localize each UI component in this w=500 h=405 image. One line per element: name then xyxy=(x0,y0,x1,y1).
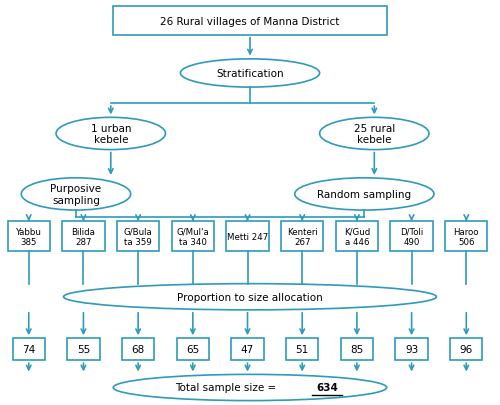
FancyBboxPatch shape xyxy=(12,338,45,360)
Text: 74: 74 xyxy=(22,344,36,354)
Text: 25 rural
kebele: 25 rural kebele xyxy=(354,124,395,145)
FancyBboxPatch shape xyxy=(62,222,104,252)
Text: Bilida
287: Bilida 287 xyxy=(72,227,96,246)
Text: D/Toli
490: D/Toli 490 xyxy=(400,227,423,246)
FancyBboxPatch shape xyxy=(445,222,488,252)
FancyBboxPatch shape xyxy=(117,222,160,252)
Text: Random sampling: Random sampling xyxy=(318,190,412,199)
FancyBboxPatch shape xyxy=(286,338,318,360)
FancyBboxPatch shape xyxy=(176,338,209,360)
Text: 65: 65 xyxy=(186,344,200,354)
FancyBboxPatch shape xyxy=(114,7,386,36)
Text: Metti 247: Metti 247 xyxy=(227,232,268,241)
Ellipse shape xyxy=(320,118,429,150)
FancyBboxPatch shape xyxy=(68,338,100,360)
Text: Haroo
506: Haroo 506 xyxy=(454,227,479,246)
Text: Stratification: Stratification xyxy=(216,69,284,79)
Ellipse shape xyxy=(64,284,436,310)
Text: Yabbu
385: Yabbu 385 xyxy=(16,227,42,246)
FancyBboxPatch shape xyxy=(450,338,482,360)
Ellipse shape xyxy=(180,60,320,88)
Ellipse shape xyxy=(295,178,434,211)
FancyBboxPatch shape xyxy=(122,338,154,360)
Text: 51: 51 xyxy=(296,344,309,354)
FancyBboxPatch shape xyxy=(336,222,378,252)
FancyBboxPatch shape xyxy=(226,222,268,252)
Text: Kenteri
267: Kenteri 267 xyxy=(287,227,318,246)
FancyBboxPatch shape xyxy=(232,338,264,360)
Text: 1 urban
kebele: 1 urban kebele xyxy=(90,124,131,145)
FancyBboxPatch shape xyxy=(340,338,373,360)
Text: 634: 634 xyxy=(316,383,338,392)
Text: G/Mul'a
ta 340: G/Mul'a ta 340 xyxy=(176,227,209,246)
Text: G/Bula
ta 359: G/Bula ta 359 xyxy=(124,227,152,246)
Ellipse shape xyxy=(114,375,386,401)
Text: 93: 93 xyxy=(405,344,418,354)
FancyBboxPatch shape xyxy=(390,222,432,252)
Text: K/Gud
a 446: K/Gud a 446 xyxy=(344,227,370,246)
Ellipse shape xyxy=(56,118,166,150)
FancyBboxPatch shape xyxy=(8,222,50,252)
Text: 26 Rural villages of Manna District: 26 Rural villages of Manna District xyxy=(160,17,340,26)
Text: 96: 96 xyxy=(460,344,473,354)
Text: 85: 85 xyxy=(350,344,364,354)
Text: Proportion to size allocation: Proportion to size allocation xyxy=(177,292,323,302)
Ellipse shape xyxy=(22,178,130,211)
Text: 47: 47 xyxy=(241,344,254,354)
Text: 55: 55 xyxy=(77,344,90,354)
FancyBboxPatch shape xyxy=(172,222,214,252)
FancyBboxPatch shape xyxy=(281,222,324,252)
Text: Total sample size =: Total sample size = xyxy=(176,383,280,392)
Text: 68: 68 xyxy=(132,344,145,354)
Text: Purposive
sampling: Purposive sampling xyxy=(50,184,102,205)
FancyBboxPatch shape xyxy=(396,338,428,360)
